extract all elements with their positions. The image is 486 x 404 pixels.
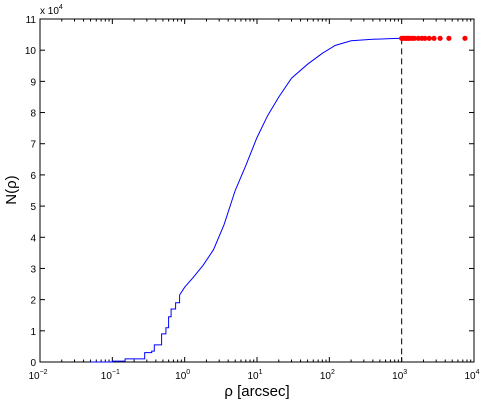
x-tick-exp: 0	[186, 369, 190, 376]
scatter-points	[399, 35, 468, 41]
x-tick-exp: 3	[403, 369, 407, 376]
x-tick-base: 10	[101, 371, 113, 382]
y-tick-label: 10	[25, 46, 37, 57]
series-line	[90, 37, 431, 363]
ticks	[39, 18, 475, 363]
y-tick-label: 2	[30, 296, 36, 307]
x-tick-label: 10−1	[101, 369, 120, 382]
y-tick-label: 6	[30, 171, 36, 182]
scatter-point	[426, 35, 432, 41]
scatter-point	[422, 35, 428, 41]
y-tick-label: 0	[30, 358, 36, 369]
x-tick-base: 10	[247, 371, 259, 382]
plot-area	[39, 18, 475, 363]
x-tick-label: 103	[392, 369, 407, 382]
y-tick-label: 5	[30, 202, 36, 213]
scatter-point	[446, 35, 452, 41]
x-tick-exp: −1	[112, 369, 120, 376]
x-tick-base: 10	[28, 371, 40, 382]
y-multiplier-label: x 104	[40, 4, 63, 17]
x-tick-base: 10	[320, 371, 332, 382]
scatter-point	[437, 35, 443, 41]
x-tick-label: 101	[247, 369, 262, 382]
x-tick-base: 10	[175, 371, 187, 382]
scatter-point	[431, 35, 437, 41]
x-tick-base: 10	[464, 371, 476, 382]
y-tick-label: 7	[30, 140, 36, 151]
x-tick-exp: −2	[40, 369, 48, 376]
x-tick-label: 100	[175, 369, 190, 382]
x-tick-label: 102	[320, 369, 335, 382]
x-axis-label: ρ [arcsec]	[224, 383, 289, 400]
y-tick-label: 11	[26, 15, 37, 26]
x-tick-label: 10−2	[28, 369, 47, 382]
x-tick-exp: 1	[259, 369, 263, 376]
y-multiplier-base: x 10	[40, 6, 59, 17]
y-axis-label: N(ρ)	[3, 175, 20, 204]
y-multiplier-exp: 4	[59, 4, 63, 11]
x-tick-base: 10	[392, 371, 404, 382]
x-tick-exp: 4	[476, 369, 480, 376]
x-tick-exp: 2	[331, 369, 335, 376]
scatter-point	[411, 35, 418, 41]
y-tick-label: 9	[30, 77, 36, 88]
x-tick-label: 104	[464, 369, 479, 382]
scatter-point	[462, 35, 468, 41]
y-tick-label: 1	[30, 327, 36, 338]
y-tick-label: 8	[30, 109, 36, 120]
y-tick-label: 3	[30, 264, 36, 275]
y-tick-label: 4	[30, 233, 36, 244]
